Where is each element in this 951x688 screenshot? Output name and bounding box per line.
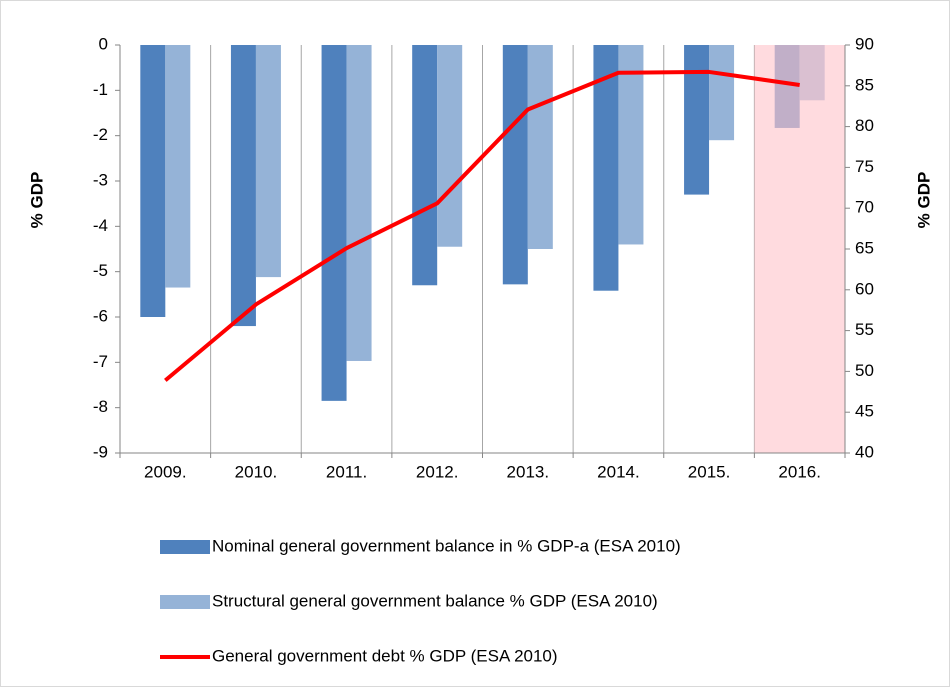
- legend-swatch: [160, 595, 210, 609]
- y2-tick-label: 80: [855, 116, 874, 135]
- y2-tick-label: 40: [855, 442, 874, 461]
- y2-tick-label: 85: [855, 75, 874, 94]
- y-tick-label: -2: [93, 125, 108, 144]
- y-tick-label: 0: [99, 34, 108, 53]
- bar: [321, 45, 347, 401]
- y2-tick-label: 65: [855, 238, 874, 257]
- y-tick-label: -8: [93, 397, 108, 416]
- y-tick-label: -4: [93, 216, 108, 235]
- bar: [437, 45, 463, 247]
- bar: [412, 45, 438, 286]
- legend-label: Structural general government balance % …: [212, 591, 658, 610]
- y2-tick-label: 55: [855, 320, 874, 339]
- bar: [618, 45, 644, 245]
- y-tick-label: -5: [93, 261, 108, 280]
- y-tick-label: -9: [93, 442, 108, 461]
- x-tick-label: 2011.: [326, 462, 367, 481]
- y-tick-label: -3: [93, 170, 108, 189]
- x-tick-label: 2016.: [778, 462, 821, 481]
- bar: [684, 45, 710, 195]
- y2-tick-label: 45: [855, 402, 874, 421]
- debt-line: [164, 69, 800, 382]
- bar: [346, 45, 372, 361]
- legend-label: Nominal general government balance in % …: [212, 536, 681, 555]
- y2-axis-title: % GDP: [914, 172, 933, 229]
- bar: [165, 45, 191, 288]
- y-axis-title: % GDP: [27, 172, 46, 229]
- bar: [230, 45, 256, 327]
- bar: [140, 45, 166, 317]
- x-tick-label: 2010.: [235, 462, 278, 481]
- y2-tick-label: 70: [855, 198, 874, 217]
- y2-tick-label: 75: [855, 157, 874, 176]
- bar: [255, 45, 281, 278]
- x-tick-label: 2015.: [688, 462, 731, 481]
- legend-swatch: [160, 540, 210, 554]
- bar: [527, 45, 553, 249]
- y-tick-label: -7: [93, 352, 108, 371]
- y2-tick-label: 90: [855, 34, 874, 53]
- x-tick-label: 2014.: [597, 462, 640, 481]
- x-tick-label: 2012.: [416, 462, 459, 481]
- y2-tick-label: 60: [855, 279, 874, 298]
- bar: [709, 45, 735, 141]
- legend-label: General government debt % GDP (ESA 2010): [212, 646, 558, 665]
- y-tick-label: -1: [93, 80, 108, 99]
- y-tick-label: -6: [93, 306, 108, 325]
- bar: [593, 45, 619, 291]
- bar: [502, 45, 528, 285]
- y2-tick-label: 50: [855, 361, 874, 380]
- x-tick-label: 2013.: [507, 462, 550, 481]
- x-tick-label: 2009.: [144, 462, 187, 481]
- forecast-highlight: [754, 45, 845, 453]
